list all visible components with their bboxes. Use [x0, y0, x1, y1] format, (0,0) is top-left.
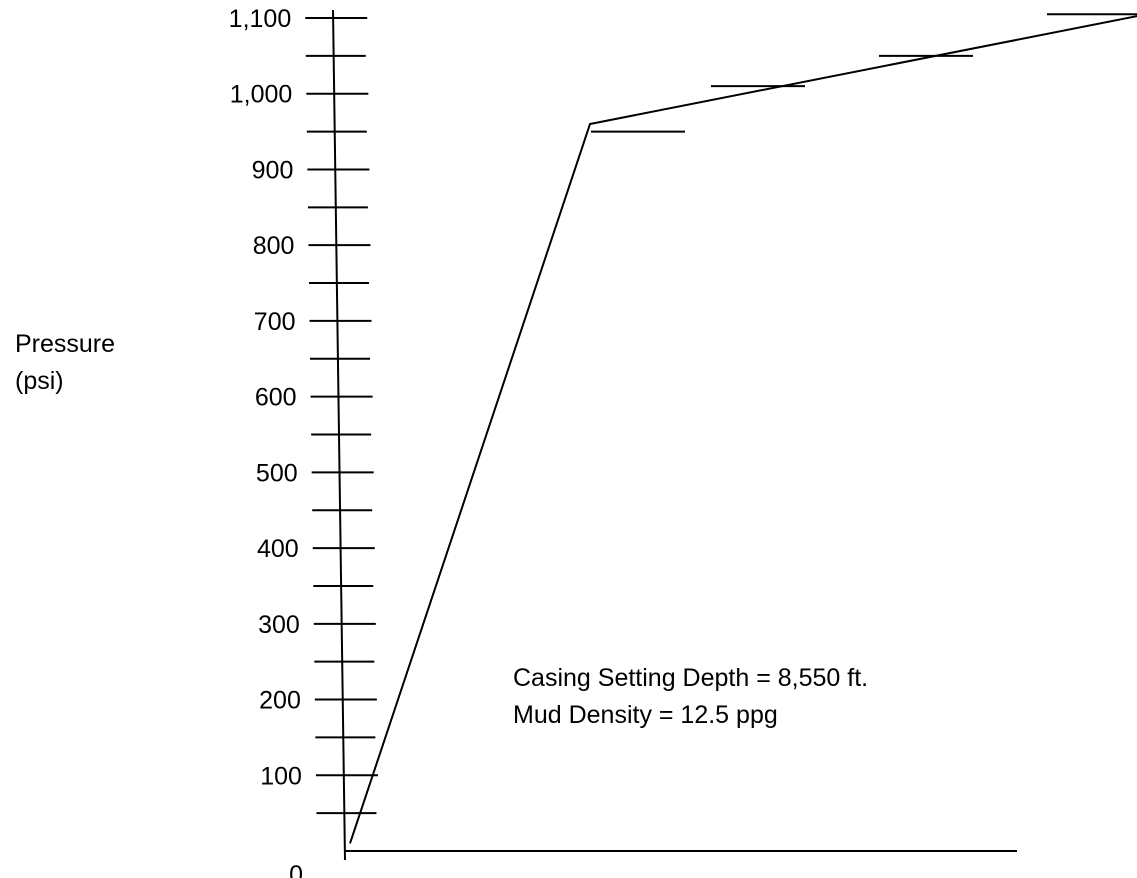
- y-tick-label: 1,100: [229, 5, 292, 33]
- y-axis-ticks: [305, 17, 378, 815]
- annotation-mud-density: Mud Density = 12.5 ppg: [513, 701, 778, 729]
- y-tick-label: 600: [255, 384, 297, 412]
- y-tick-label: 300: [258, 611, 300, 639]
- y-tick-label: 100: [260, 762, 302, 790]
- y-tick-label: 0: [289, 861, 303, 878]
- y-tick-label: 400: [257, 535, 299, 563]
- y-tick-label: 900: [252, 156, 294, 184]
- y-axis-label-line1: Pressure: [15, 330, 115, 358]
- y-axis-label-line2: (psi): [15, 367, 64, 395]
- step-marks: [591, 13, 1137, 133]
- annotation-casing-depth: Casing Setting Depth = 8,550 ft.: [513, 664, 868, 692]
- y-tick-label: 1,000: [230, 81, 293, 109]
- y-tick-labels: 0 100 200 300 400 500 600 700 800 900 1,000 1,100: [229, 5, 303, 878]
- y-tick-label: 800: [253, 232, 295, 260]
- y-tick-label: 500: [256, 459, 298, 487]
- y-tick-label: 200: [259, 687, 301, 715]
- series-line: [349, 15, 1137, 844]
- y-tick-label: 700: [254, 308, 296, 336]
- series-group: [349, 15, 1137, 844]
